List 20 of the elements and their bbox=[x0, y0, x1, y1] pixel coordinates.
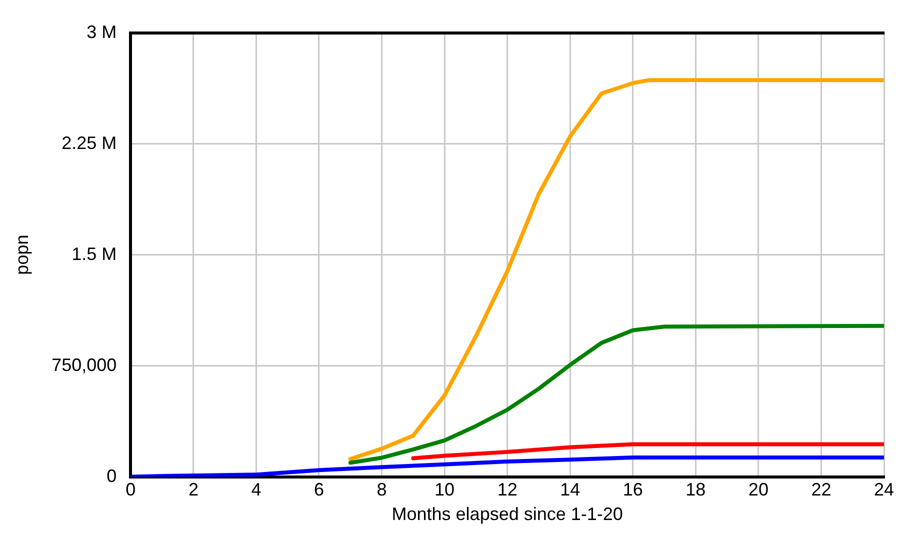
x-tick-label: 8 bbox=[376, 480, 387, 500]
x-tick-label: 12 bbox=[497, 480, 518, 500]
x-tick-label: 2 bbox=[188, 480, 198, 500]
x-tick-label: 14 bbox=[560, 480, 580, 500]
x-tick-label: 4 bbox=[251, 480, 262, 500]
x-tick-label: 24 bbox=[874, 480, 894, 500]
y-tick-label: 1.5 M bbox=[72, 244, 117, 264]
x-axis-title: Months elapsed since 1-1-20 bbox=[392, 504, 623, 524]
y-tick-label: 2.25 M bbox=[62, 132, 117, 153]
x-tick-label: 20 bbox=[748, 480, 768, 500]
y-tick-label: 0 bbox=[106, 466, 117, 486]
x-tick-label: 10 bbox=[434, 480, 455, 500]
y-tick-label: 750,000 bbox=[52, 354, 117, 375]
x-tick-label: 0 bbox=[126, 480, 136, 500]
x-tick-label: 16 bbox=[622, 480, 643, 500]
x-tick-label: 18 bbox=[686, 480, 706, 500]
x-tick-label: 22 bbox=[811, 480, 832, 500]
y-axis-title: popn bbox=[12, 234, 32, 275]
y-tick-label: 3 M bbox=[86, 22, 117, 42]
x-tick-label: 6 bbox=[314, 480, 324, 500]
